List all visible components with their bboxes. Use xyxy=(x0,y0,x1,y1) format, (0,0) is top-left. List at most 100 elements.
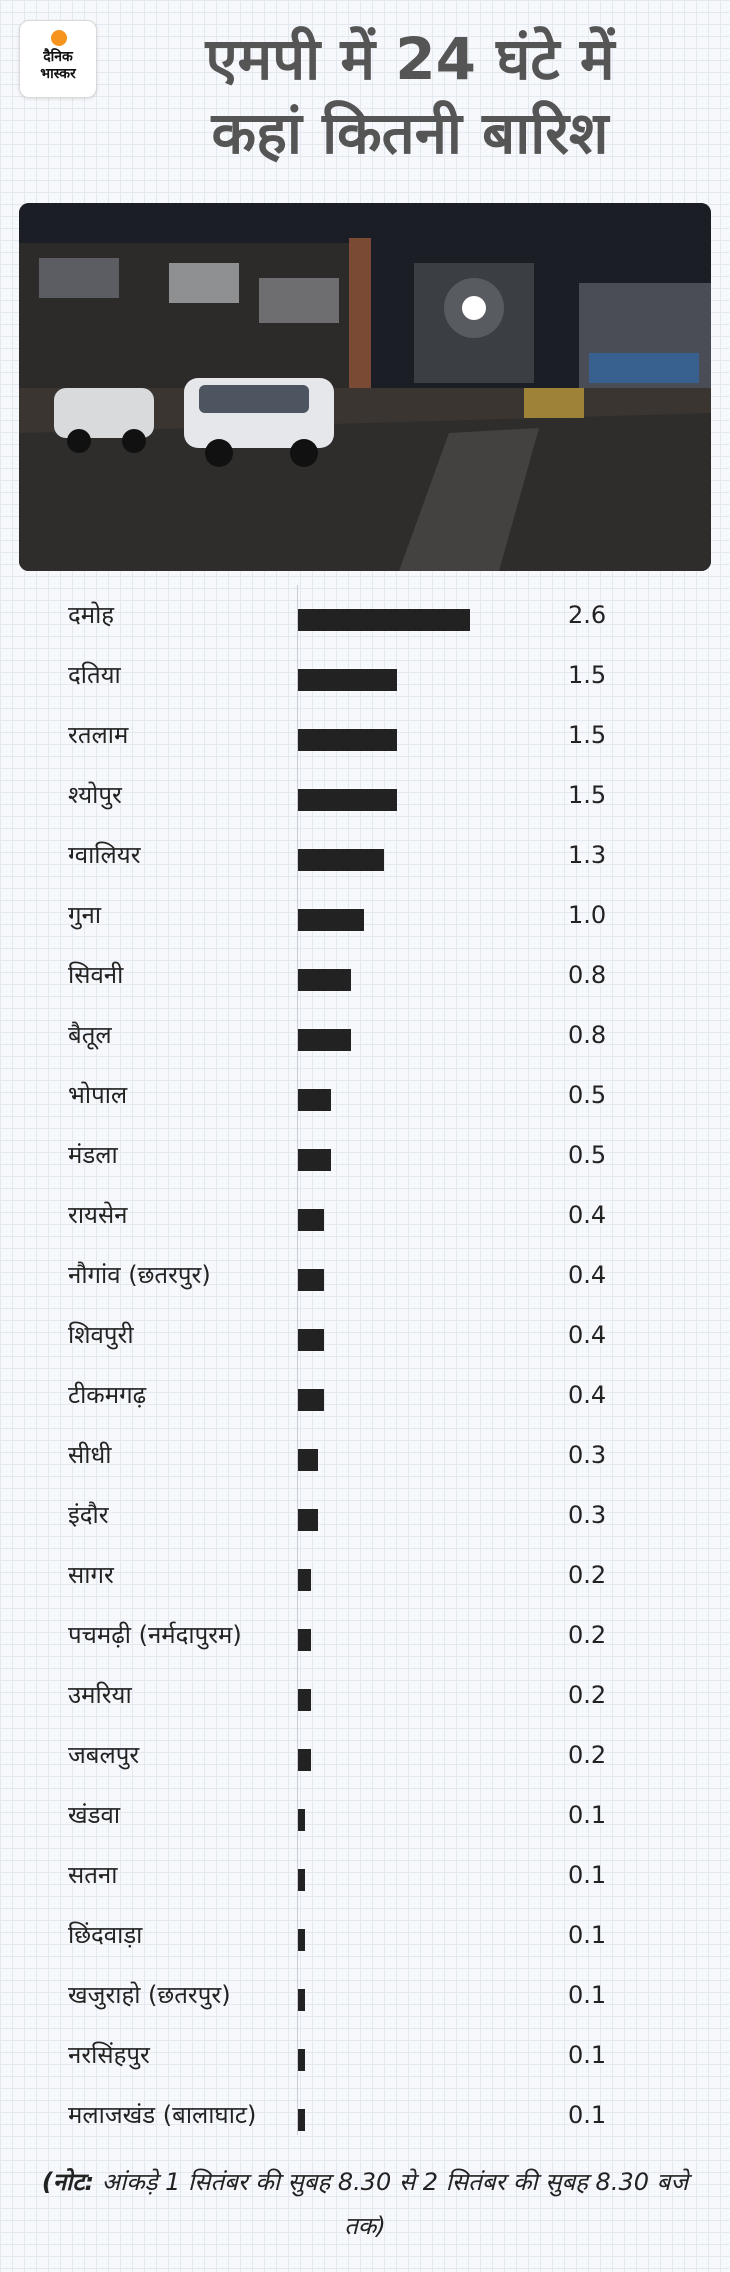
value-label: 0.1 xyxy=(568,2101,607,2129)
chart-row: सिवनी 0.8 xyxy=(0,945,730,1005)
value-label: 0.8 xyxy=(568,961,607,989)
chart-row: भोपाल 0.5 xyxy=(0,1065,730,1125)
bar xyxy=(298,1509,318,1531)
chart-row: मलाजखंड (बालाघाट) 0.1 xyxy=(0,2085,730,2145)
category-label: इंदौर xyxy=(68,1501,109,1529)
bar xyxy=(298,1329,324,1351)
bar xyxy=(298,2049,305,2071)
category-label: रायसेन xyxy=(68,1201,128,1229)
category-label: पचमढ़ी (नर्मदापुरम) xyxy=(68,1621,242,1649)
title-line-2: कहां कितनी बारिश xyxy=(211,99,609,167)
category-label: दमोह xyxy=(68,601,115,629)
chart-row: छिंदवाड़ा 0.1 xyxy=(0,1905,730,1965)
bar xyxy=(298,909,364,931)
category-label: उमरिया xyxy=(68,1681,132,1709)
value-label: 1.5 xyxy=(568,661,607,689)
value-label: 0.3 xyxy=(568,1441,607,1469)
chart-row: दमोह 2.6 xyxy=(0,585,730,645)
bar xyxy=(298,1989,305,2011)
value-label: 0.3 xyxy=(568,1501,607,1529)
note-prefix: (नोट: xyxy=(41,2168,95,2196)
bar xyxy=(298,1869,305,1891)
rain-street-photo xyxy=(19,203,711,571)
logo-line-1: दैनिक xyxy=(43,49,73,65)
value-label: 1.3 xyxy=(568,841,607,869)
value-label: 0.4 xyxy=(568,1381,607,1409)
value-label: 0.2 xyxy=(568,1741,607,1769)
chart-row: इंदौर 0.3 xyxy=(0,1485,730,1545)
value-label: 1.0 xyxy=(568,901,607,929)
value-label: 1.5 xyxy=(568,781,607,809)
note-text: आंकड़े 1 सितंबर की सुबह 8.30 से 2 सितंबर… xyxy=(94,2168,689,2240)
category-label: टीकमगढ़ xyxy=(68,1381,147,1409)
bar xyxy=(298,969,351,991)
value-label: 0.5 xyxy=(568,1081,607,1109)
category-label: श्योपुर xyxy=(68,781,122,809)
bar xyxy=(298,1149,331,1171)
chart-row: गुना 1.0 xyxy=(0,885,730,945)
category-label: सागर xyxy=(68,1561,114,1589)
bar xyxy=(298,729,397,751)
bar xyxy=(298,609,470,631)
bar xyxy=(298,1749,311,1771)
value-label: 0.2 xyxy=(568,1681,607,1709)
chart-row: खजुराहो (छतरपुर) 0.1 xyxy=(0,1965,730,2025)
category-label: मलाजखंड (बालाघाट) xyxy=(68,2101,257,2129)
category-label: रतलाम xyxy=(68,721,129,749)
value-label: 0.2 xyxy=(568,1561,607,1589)
sun-icon xyxy=(51,30,67,46)
chart-row: जबलपुर 0.2 xyxy=(0,1725,730,1785)
value-label: 0.2 xyxy=(568,1621,607,1649)
value-label: 2.6 xyxy=(568,601,607,629)
chart-row: रायसेन 0.4 xyxy=(0,1185,730,1245)
category-label: ग्वालियर xyxy=(68,841,141,869)
chart-row: सीधी 0.3 xyxy=(0,1425,730,1485)
bar xyxy=(298,1689,311,1711)
chart-row: शिवपुरी 0.4 xyxy=(0,1305,730,1365)
value-label: 0.1 xyxy=(568,1981,607,2009)
bar xyxy=(298,1269,324,1291)
title-line-1: एमपी में 24 घंटे में xyxy=(205,25,615,93)
category-label: शिवपुरी xyxy=(68,1321,134,1349)
value-label: 0.8 xyxy=(568,1021,607,1049)
bar xyxy=(298,1389,324,1411)
chart-row: पचमढ़ी (नर्मदापुरम) 0.2 xyxy=(0,1605,730,1665)
bar xyxy=(298,1209,324,1231)
category-label: भोपाल xyxy=(68,1081,128,1109)
bar xyxy=(298,849,384,871)
category-label: सिवनी xyxy=(68,961,124,989)
value-label: 0.1 xyxy=(568,1861,607,1889)
category-label: खंडवा xyxy=(68,1801,121,1829)
chart-row: बैतूल 0.8 xyxy=(0,1005,730,1065)
category-label: बैतूल xyxy=(68,1021,112,1049)
category-label: खजुराहो (छतरपुर) xyxy=(68,1981,231,2009)
bar xyxy=(298,1629,311,1651)
bar xyxy=(298,1809,305,1831)
value-label: 0.1 xyxy=(568,1921,607,1949)
page-title: एमपी में 24 घंटे में कहां कितनी बारिश xyxy=(110,22,710,170)
chart-row: रतलाम 1.5 xyxy=(0,705,730,765)
value-label: 0.5 xyxy=(568,1141,607,1169)
chart-row: सागर 0.2 xyxy=(0,1545,730,1605)
chart-row: नौगांव (छतरपुर) 0.4 xyxy=(0,1245,730,1305)
photo-illustration xyxy=(19,203,711,571)
chart-row: उमरिया 0.2 xyxy=(0,1665,730,1725)
car-icon xyxy=(184,378,334,467)
chart-row: सतना 0.1 xyxy=(0,1845,730,1905)
bar xyxy=(298,2109,305,2131)
value-label: 0.1 xyxy=(568,2041,607,2069)
logo-line-2: भास्कर xyxy=(40,66,76,82)
category-label: मंडला xyxy=(68,1141,118,1169)
value-label: 0.4 xyxy=(568,1321,607,1349)
value-label: 1.5 xyxy=(568,721,607,749)
footnote: (नोट: आंकड़े 1 सितंबर की सुबह 8.30 से 2 … xyxy=(40,2160,690,2248)
rainfall-bar-chart: दमोह 2.6 दतिया 1.5 रतलाम 1.5 श्योपुर 1.5 ग्वालिय… xyxy=(0,585,730,2145)
bar xyxy=(298,669,397,691)
chart-row: टीकमगढ़ 0.4 xyxy=(0,1365,730,1425)
dainik-bhaskar-logo[interactable]: दैनिक भास्कर xyxy=(19,20,97,98)
car-icon xyxy=(54,388,154,453)
chart-row: ग्वालियर 1.3 xyxy=(0,825,730,885)
value-label: 0.1 xyxy=(568,1801,607,1829)
category-label: नरसिंहपुर xyxy=(68,2041,150,2069)
chart-axis-line xyxy=(297,585,298,2135)
